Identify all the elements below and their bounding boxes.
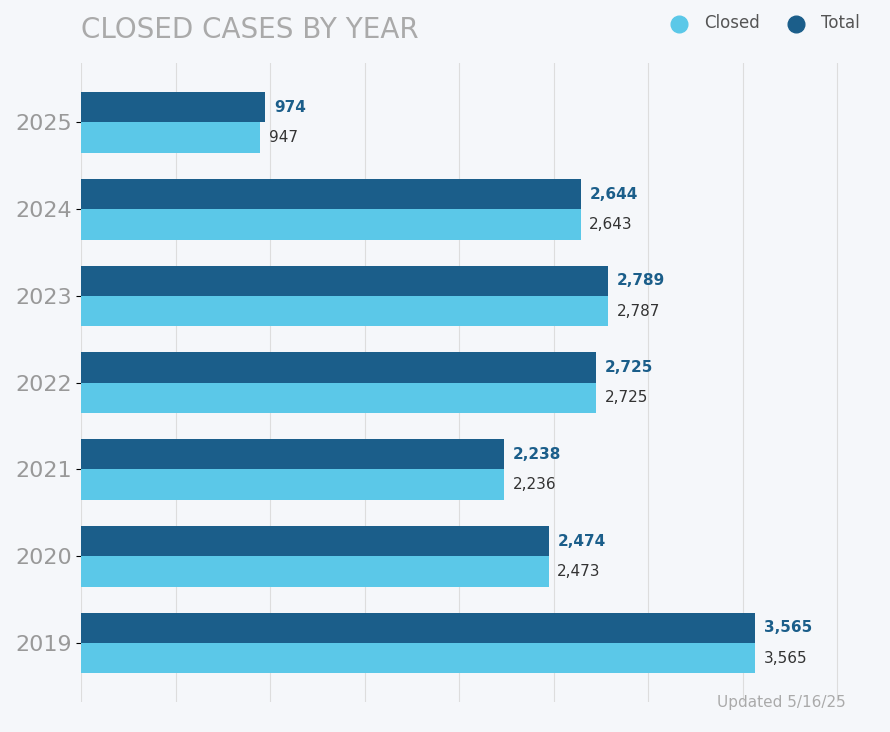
Text: 3,565: 3,565 — [764, 620, 812, 635]
Text: Updated 5/16/25: Updated 5/16/25 — [716, 695, 846, 710]
Text: 2,787: 2,787 — [617, 304, 659, 318]
Bar — [82, 383, 596, 413]
Text: 2,473: 2,473 — [557, 564, 601, 579]
Text: 2,474: 2,474 — [557, 534, 606, 548]
Bar — [82, 439, 505, 469]
Text: 2,236: 2,236 — [513, 477, 556, 492]
Text: 974: 974 — [274, 100, 306, 115]
Bar — [82, 643, 755, 673]
Legend: Closed, Total: Closed, Total — [656, 7, 867, 39]
Text: 2,725: 2,725 — [605, 360, 653, 375]
Text: 2,644: 2,644 — [589, 187, 638, 201]
Bar — [82, 179, 581, 209]
Text: 947: 947 — [269, 130, 298, 145]
Text: CLOSED CASES BY YEAR: CLOSED CASES BY YEAR — [82, 16, 419, 44]
Text: 2,789: 2,789 — [617, 273, 665, 288]
Bar — [82, 526, 549, 556]
Bar — [82, 469, 504, 500]
Bar — [82, 122, 261, 153]
Bar — [82, 209, 581, 239]
Bar — [82, 613, 755, 643]
Text: 2,238: 2,238 — [513, 447, 562, 462]
Bar — [82, 266, 609, 296]
Bar — [82, 352, 596, 383]
Text: 2,643: 2,643 — [589, 217, 633, 232]
Text: 2,725: 2,725 — [605, 390, 648, 406]
Bar — [82, 296, 608, 326]
Bar — [82, 92, 265, 122]
Bar — [82, 556, 549, 586]
Text: 3,565: 3,565 — [764, 651, 807, 665]
